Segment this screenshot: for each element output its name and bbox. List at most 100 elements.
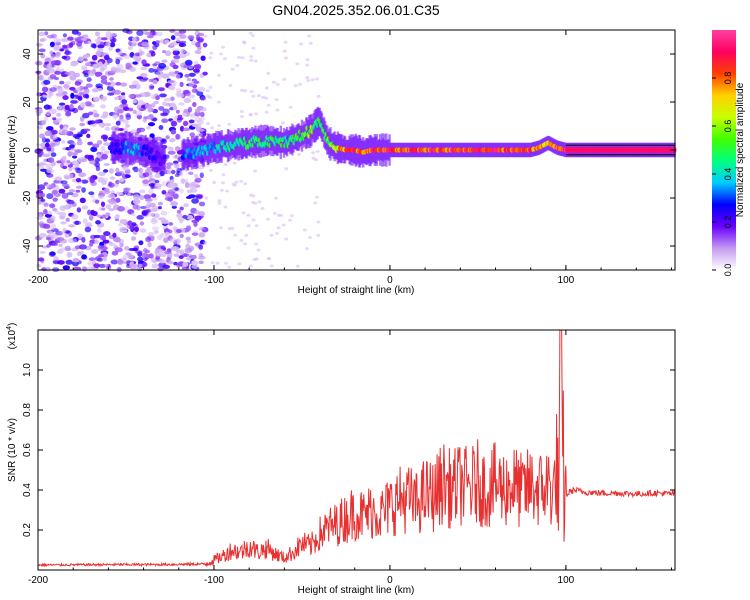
spectrogram-noise-cell	[62, 91, 68, 96]
spectrogram-noise-cell	[90, 146, 98, 152]
spectrogram-noise-cell	[305, 58, 310, 62]
spectrogram-noise-cell	[146, 125, 151, 130]
spectrogram-noise-cell	[76, 41, 83, 47]
spectrogram-noise-cell	[151, 205, 159, 212]
spectrogram-noise-cell	[156, 31, 163, 37]
spectrogram-noise-cell	[62, 227, 67, 232]
spectrogram-noise-cell	[241, 211, 246, 215]
spectrogram-noise-cell	[153, 100, 159, 105]
spectrogram-noise-cell	[133, 194, 140, 200]
spectrogram-noise-cell	[59, 205, 66, 211]
spectrogram-noise-cell	[85, 62, 91, 67]
spectrogram-ridge-band	[565, 147, 675, 153]
spectrogram-noise-cell	[128, 41, 132, 46]
spectrogram-noise-cell	[81, 179, 89, 184]
spectrogram-noise-cell	[78, 91, 85, 96]
spectrogram-noise-cell	[221, 173, 226, 177]
spectrogram-noise-cell	[83, 88, 90, 94]
spectrogram-noise-cell	[81, 66, 88, 71]
spectrogram-noise-cell	[304, 247, 309, 251]
spectrogram-noise-cell	[180, 48, 186, 54]
spectrogram-noise-cell	[169, 237, 177, 243]
spectrogram-noise-cell	[307, 34, 312, 38]
spectrogram-noise-cell	[128, 93, 135, 99]
spectrogram-noise-cell	[103, 54, 110, 61]
spectrogram-noise-cell	[90, 61, 97, 65]
spectrogram-noise-cell	[90, 43, 97, 48]
spectrogram-noise-cell	[60, 221, 67, 225]
spectrogram-noise-cell	[298, 82, 303, 86]
spectrogram-noise-cell	[205, 89, 210, 93]
colorbar-tick-label: 0.8	[723, 72, 733, 85]
spectrogram-noise-cell	[136, 114, 143, 120]
spectrogram-noise-cell	[80, 101, 86, 108]
spectrogram-noise-cell	[141, 41, 149, 47]
spectrogram-noise-cell	[119, 178, 125, 183]
spectrogram-noise-cell	[176, 117, 184, 121]
spectrogram-noise-cell	[160, 210, 168, 216]
spectrogram-noise-cell	[89, 120, 96, 125]
spectrogram-noise-cell	[193, 221, 198, 227]
spectrogram-noise-cell	[175, 88, 182, 93]
svg-text:(x104): (x104)	[6, 323, 18, 350]
spectrogram-noise-cell	[50, 215, 56, 221]
spectrogram-noise-cell	[52, 197, 58, 202]
spectrogram-noise-cell	[38, 74, 44, 81]
spectrogram-noise-cell	[104, 126, 111, 131]
spectrogram-noise-cell	[131, 222, 137, 227]
spectrogram-noise-cell	[101, 153, 108, 160]
spectrogram-noise-cell	[261, 95, 266, 99]
spectrogram-noise-cell	[122, 166, 129, 171]
spectrogram-noise-cell	[141, 252, 149, 258]
spectrogram-noise-cell	[152, 41, 157, 45]
spectrogram-noise-cell	[188, 72, 196, 77]
spectrogram-noise-cell	[170, 201, 179, 207]
spectrogram-noise-cell	[197, 86, 206, 93]
spectrogram-noise-cell	[119, 219, 127, 224]
spectrogram-noise-cell	[176, 37, 181, 43]
spectrogram-noise-cell	[172, 246, 180, 252]
spectrogram-noise-cell	[165, 165, 171, 170]
spectrogram-noise-cell	[49, 87, 57, 92]
spectrogram-noise-cell	[143, 194, 152, 200]
spectrogram-noise-cell	[197, 119, 204, 125]
spectrogram-noise-cell	[117, 206, 125, 212]
spectrogram-noise-cell	[220, 45, 225, 49]
spectrogram-noise-cell	[119, 69, 127, 74]
spectrogram-noise-cell	[159, 259, 166, 264]
spectrogram-noise-cell	[61, 192, 69, 199]
spectrogram-noise-cell	[62, 165, 68, 170]
spectrogram-noise-cell	[242, 40, 246, 44]
spectrogram-noise-cell	[56, 236, 65, 242]
spectrogram-noise-cell	[38, 31, 46, 37]
spectrogram-noise-cell	[196, 91, 204, 97]
spectrogram-noise-cell	[159, 93, 167, 98]
spectrogram-noise-cell	[95, 50, 102, 57]
spectrogram-noise-cell	[120, 82, 128, 87]
spectrogram-noise-cell	[115, 179, 120, 185]
spectrogram-noise-cell	[46, 68, 55, 74]
spectrogram-noise-cell	[161, 73, 170, 79]
spectrogram-noise-cell	[251, 94, 256, 98]
spectrogram-noise-cell	[148, 183, 157, 187]
spectrogram-noise-cell	[61, 129, 69, 136]
spectrogram-noise-cell	[108, 70, 117, 74]
spectrogram-noise-cell	[237, 262, 242, 266]
spectrogram-noise-cell	[101, 37, 108, 41]
spectrogram-noise-cell	[116, 171, 125, 176]
spectrogram-noise-cell	[46, 237, 51, 241]
colorbar-tick-label: 0.4	[723, 168, 733, 181]
spectrogram-noise-cell	[152, 197, 158, 201]
spectrogram-noise-cell	[107, 193, 116, 199]
spectrogram-noise-cell	[233, 233, 238, 237]
spectrogram-noise-cell	[119, 114, 124, 120]
spectrogram-noise-cell	[108, 168, 114, 174]
colorbar-label: Normalized spectral amplitude	[735, 82, 746, 217]
spectrogram-noise-cell	[251, 200, 255, 204]
spectrogram-noise-cell	[127, 107, 134, 112]
spectrogram-noise-cell	[89, 160, 96, 165]
spectrogram-noise-cell	[185, 243, 191, 249]
spectrogram-noise-cell	[138, 240, 144, 246]
spectrogram-noise-cell	[158, 125, 164, 130]
spectrogram-noise-cell	[155, 71, 164, 76]
